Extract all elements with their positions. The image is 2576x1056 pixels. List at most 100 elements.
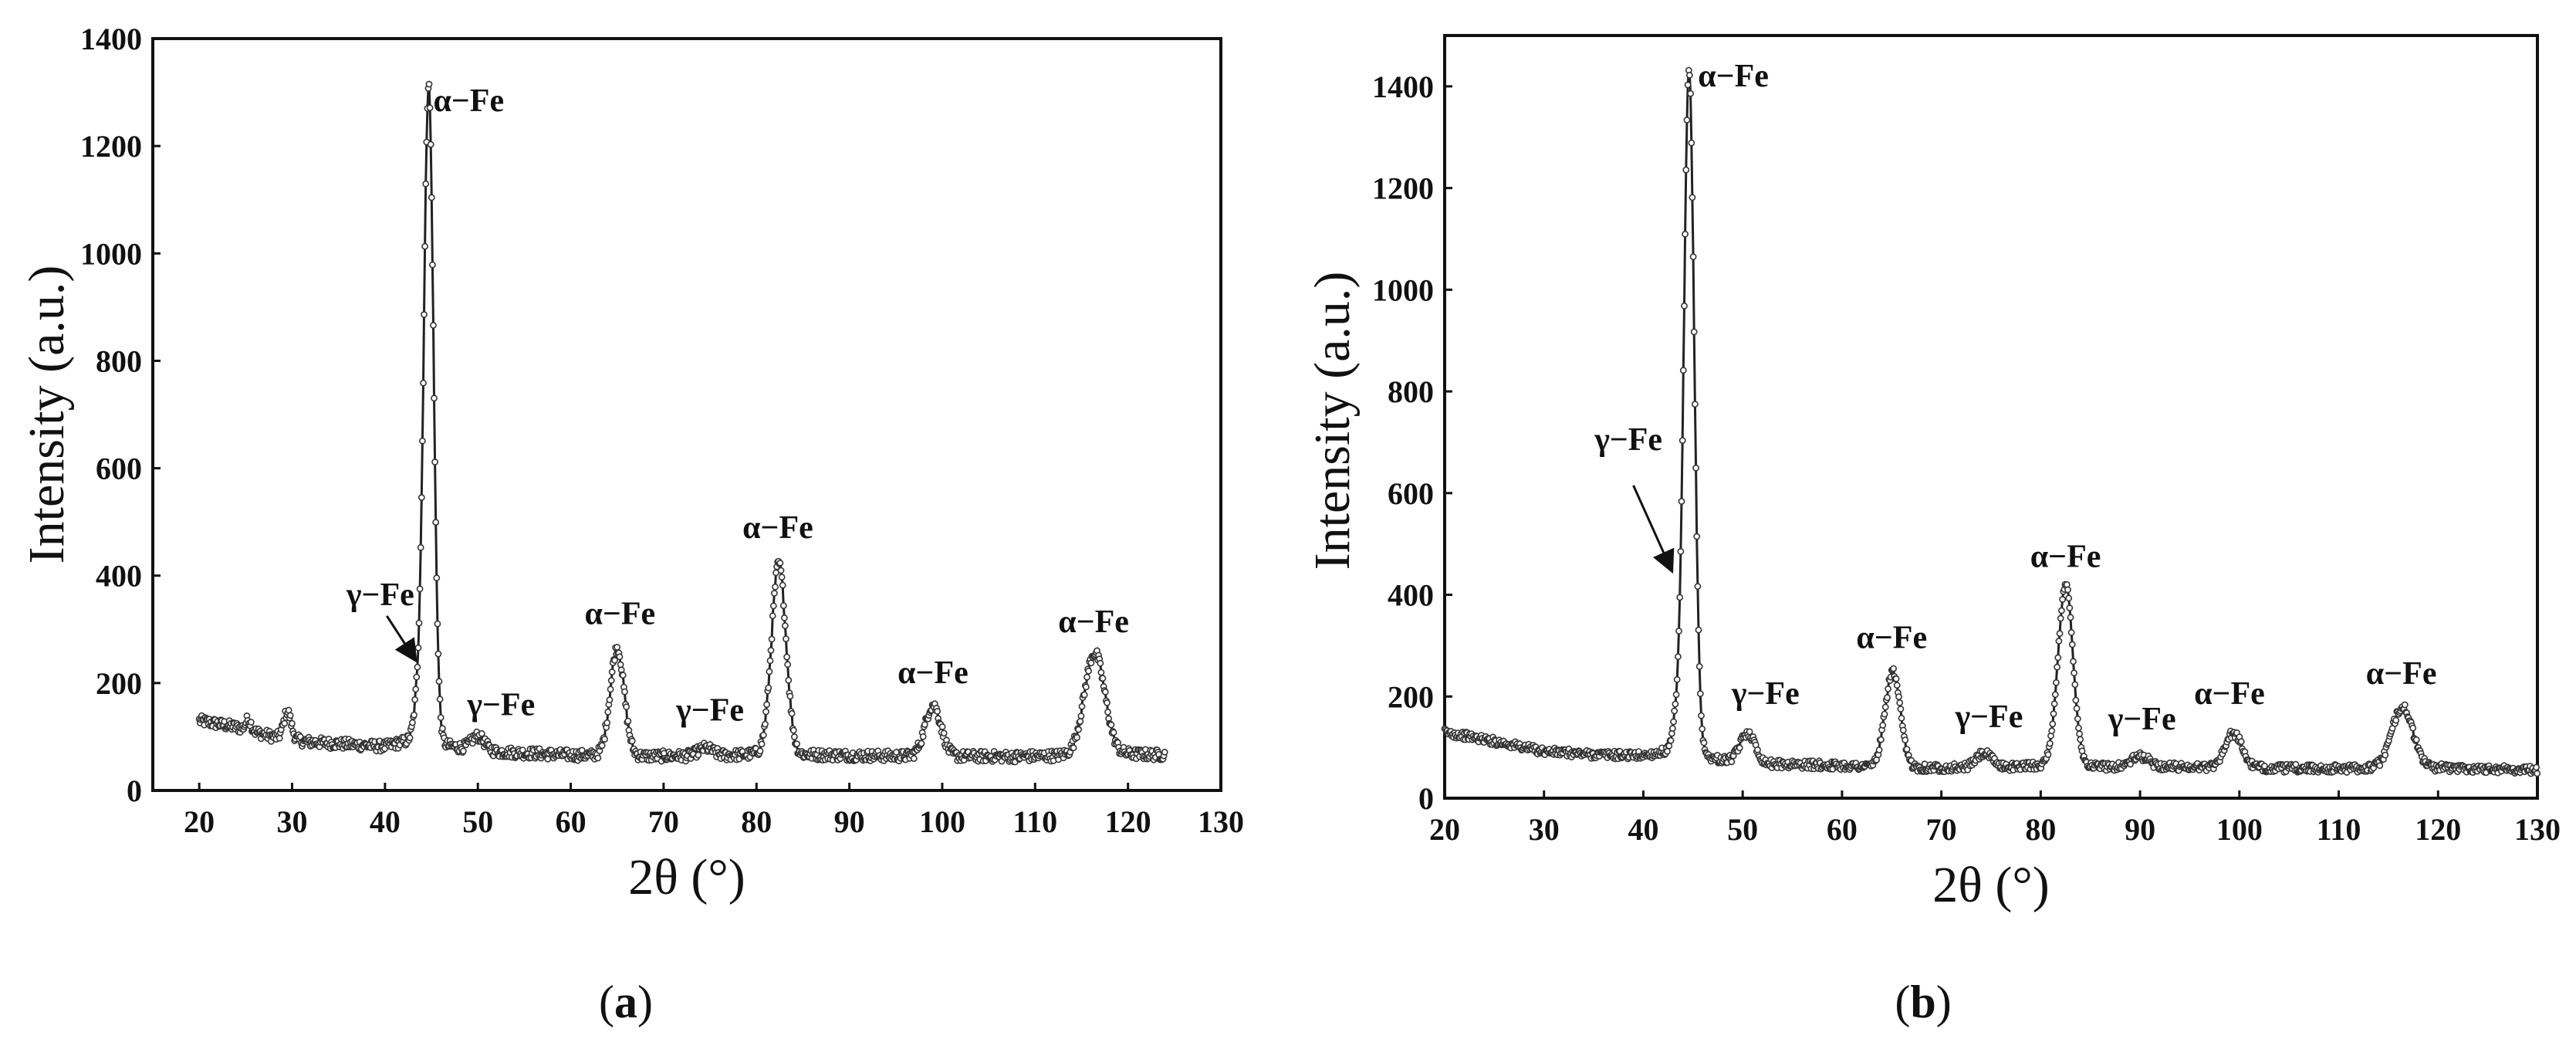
panel-a-data-point xyxy=(940,729,948,737)
panel-a-data-point xyxy=(411,696,418,703)
panel-b-data-point xyxy=(1676,594,1684,601)
panel-a-peak-label: α−Fe xyxy=(742,510,813,546)
panel-b-data-point xyxy=(1668,725,1676,732)
panel-b-data-point xyxy=(2077,736,2084,743)
panel-b-data-point xyxy=(1884,694,1891,702)
panel-a-data-point xyxy=(769,612,776,620)
panel-a-data-point xyxy=(436,696,444,703)
panel-b-data-point xyxy=(1881,710,1888,718)
panel-b-data-point xyxy=(1899,726,1907,734)
panel-a-chart: 0 200 400 600 800 1000 1200 1400 20 30 40 50 60 70 80… xyxy=(19,22,1244,1027)
panel-a-xtick-label: 120 xyxy=(1105,804,1151,839)
panel-b-xtick-label: 40 xyxy=(1628,812,1658,847)
panel-b-y-axis-title: Intensity (a.u.) xyxy=(1304,272,1361,570)
panel-b-peak-label: α−Fe xyxy=(2194,676,2265,712)
panel-a-data-point xyxy=(276,735,283,742)
panel-a-data-point xyxy=(786,692,794,700)
panel-b-ytick-label: 400 xyxy=(1388,578,1434,613)
panel-a-data-point xyxy=(611,657,618,664)
panel-a-ytick-label: 1000 xyxy=(80,236,142,271)
panel-a-peak-label: α−Fe xyxy=(585,596,656,631)
panel-a-data-point xyxy=(431,394,438,402)
panel-a-data-point xyxy=(422,180,430,188)
panel-b-data-point xyxy=(1681,302,1688,310)
panel-b-data-point xyxy=(1677,548,1685,555)
panel-b-data-point xyxy=(2376,762,2384,770)
panel-a-data-point xyxy=(594,754,602,762)
panel-a-data-point xyxy=(768,635,776,643)
panel-b-data-point xyxy=(2382,751,2389,759)
panel-a-data-point xyxy=(783,635,789,642)
panel-b-data-point xyxy=(1664,747,1671,755)
panel-b-data-point xyxy=(1673,675,1681,683)
panel-b-data-point xyxy=(1671,707,1678,715)
panel-b-data-point xyxy=(2073,705,2081,712)
panel-b-data-point xyxy=(1667,736,1675,744)
panel-b-data-point xyxy=(1682,230,1689,238)
panel-b-data-point xyxy=(1679,367,1687,374)
panel-a-data-point xyxy=(776,559,784,567)
panel-b-data-point xyxy=(2057,607,2065,614)
panel-a-data-point xyxy=(766,657,774,665)
panel-a-data-point xyxy=(628,737,636,745)
panel-b-data-point xyxy=(2533,763,2540,771)
panel-b-data-point xyxy=(2067,614,2074,621)
panel-b-data-point xyxy=(1670,718,1677,726)
panel-b-xtick-label: 130 xyxy=(2514,812,2561,847)
panel-a-peak-label: γ−Fe xyxy=(346,577,414,613)
panel-a-ytick-label: 1200 xyxy=(80,129,142,164)
panel-a-data-point xyxy=(772,583,779,591)
panel-a-x-axis: 20 30 40 50 60 70 80 90 100 110 120 130 xyxy=(184,783,1244,839)
panel-a-x-axis-title: 2θ (°) xyxy=(628,849,745,905)
panel-a-data-point xyxy=(614,644,621,651)
panel-a-data-point xyxy=(415,619,423,627)
panel-a-data-point xyxy=(429,261,436,269)
panel-a-data-point xyxy=(247,719,255,726)
panel-b-peak-label: γ−Fe xyxy=(1954,699,2023,735)
panel-b-data-point xyxy=(2064,586,2071,594)
panel-b-data-point xyxy=(2412,736,2420,743)
panel-a-data-point xyxy=(777,567,785,574)
panel-b-data-point xyxy=(1695,626,1702,634)
panel-b-xtick-label: 110 xyxy=(2317,812,2361,847)
panel-a-data-point xyxy=(601,736,608,743)
panel-b-xtick-label: 80 xyxy=(2025,812,2056,847)
panel-b-ytick-label: 0 xyxy=(1418,781,1434,816)
panel-b-data-point xyxy=(2066,604,2074,611)
panel-b-data-point xyxy=(1898,714,1905,722)
panel-a-ytick-label: 400 xyxy=(96,559,142,594)
panel-a-data-point xyxy=(435,678,443,685)
panel-b-data-point xyxy=(2070,658,2077,665)
panel-a-data-point xyxy=(427,140,434,148)
panel-a-data-point xyxy=(431,459,438,465)
panel-a-data-point xyxy=(765,684,772,692)
panel-b-data-point xyxy=(1690,328,1698,336)
panel-b-ytick-label: 1000 xyxy=(1372,272,1434,307)
panel-a-data-point xyxy=(428,194,435,201)
panel-a-data-point xyxy=(769,602,777,610)
panel-b-xtick-label: 30 xyxy=(1529,812,1560,847)
panel-a-data-point xyxy=(409,719,416,726)
panel-a-data-point xyxy=(919,733,927,740)
panel-a-data-point xyxy=(411,711,418,719)
panel-b-data-point xyxy=(1683,117,1691,124)
panel-b-data-point xyxy=(1689,253,1697,260)
panel-a-xtick-label: 30 xyxy=(277,804,308,839)
panel-a-data-point xyxy=(437,714,445,721)
panel-b-ytick-label: 200 xyxy=(1388,679,1434,714)
panel-a-data-point xyxy=(433,574,441,582)
panel-b-xtick-label: 20 xyxy=(1429,812,1460,847)
panel-a-series xyxy=(195,80,1168,766)
panel-b-ytick-label: 600 xyxy=(1388,476,1434,511)
panel-a-data-point xyxy=(1083,683,1090,691)
panel-a-xtick-label: 70 xyxy=(648,804,679,839)
panel-a-ytick-label: 800 xyxy=(96,344,142,378)
panel-a-data-point xyxy=(606,696,614,703)
panel-b-data-point xyxy=(1682,166,1690,174)
panel-b-data-point xyxy=(1892,675,1900,682)
panel-a-data-point xyxy=(414,663,421,671)
panel-a-data-point xyxy=(281,719,289,727)
panel-a-data-point xyxy=(460,747,467,755)
panel-b-data-point xyxy=(2401,701,2409,709)
panel-b-data-point xyxy=(1893,682,1901,689)
